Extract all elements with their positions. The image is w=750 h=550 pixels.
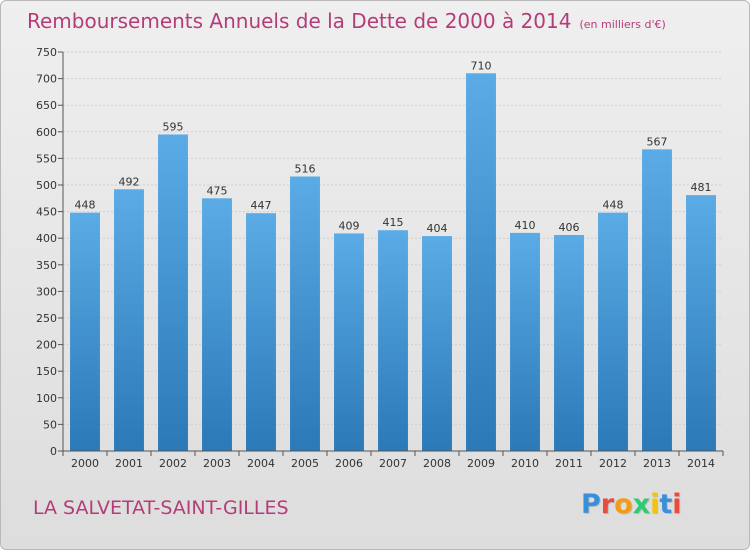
bar [686,195,716,451]
x-tick-label: 2001 [115,457,143,470]
unit-label: (en milliers d'€) [579,18,666,31]
data-label: 567 [647,135,668,148]
bar [334,233,364,451]
y-tick-label: 200 [36,339,57,352]
x-tick-label: 2003 [203,457,231,470]
data-label: 516 [295,162,316,175]
title-text: Remboursements Annuels de la Dette de 20… [27,9,572,33]
data-label: 410 [515,219,536,232]
bar [642,149,672,451]
y-tick-label: 50 [43,418,57,431]
data-label: 415 [383,216,404,229]
x-tick-label: 2008 [423,457,451,470]
bar [290,176,320,451]
x-tick-label: 2012 [599,457,627,470]
bar [202,198,232,451]
bar [466,73,496,451]
y-tick-label: 450 [36,206,57,219]
x-tick-label: 2014 [687,457,715,470]
x-tick-label: 2006 [335,457,363,470]
x-tick-label: 2000 [71,457,99,470]
data-label: 448 [75,199,96,212]
logo-letter: r [600,489,615,520]
data-label: 492 [119,175,140,188]
bar [598,212,628,451]
x-tick-label: 2011 [555,457,583,470]
bar [378,230,408,451]
y-tick-label: 350 [36,259,57,272]
x-tick-label: 2004 [247,457,275,470]
bar [422,236,452,451]
bar [554,235,584,451]
data-label: 710 [471,59,492,72]
data-label: 406 [559,221,580,234]
x-tick-label: 2013 [643,457,671,470]
logo-letter: t [659,489,673,520]
y-tick-label: 650 [36,99,57,112]
logo-letter: o [614,489,633,520]
y-tick-label: 300 [36,285,57,298]
bar [246,213,276,451]
y-tick-label: 700 [36,73,57,86]
data-label: 409 [339,219,360,232]
x-tick-label: 2009 [467,457,495,470]
y-tick-label: 150 [36,365,57,378]
bar [114,189,144,452]
y-tick-label: 600 [36,126,57,139]
x-tick-label: 2002 [159,457,187,470]
logo-letter: i [650,489,660,520]
logo-letter: P [581,489,601,520]
logo-letter: i [672,489,682,520]
x-tick-label: 2010 [511,457,539,470]
y-tick-label: 400 [36,232,57,245]
commune-name: LA SALVETAT-SAINT-GILLES [33,497,289,519]
bar [510,232,540,451]
data-label: 404 [427,222,448,235]
logo-letter: x [632,489,651,520]
proxiti-logo: Proxiti [581,489,682,520]
y-tick-label: 250 [36,312,57,325]
y-tick-label: 550 [36,152,57,165]
chart-title: Remboursements Annuels de la Dette de 20… [27,9,666,33]
data-label: 475 [207,184,228,197]
data-label: 481 [691,181,712,194]
y-tick-label: 750 [36,46,57,59]
y-tick-label: 100 [36,392,57,405]
x-tick-label: 2007 [379,457,407,470]
data-label: 448 [603,199,624,212]
y-tick-label: 500 [36,179,57,192]
bar [70,212,100,451]
bar [158,134,188,451]
data-label: 447 [251,199,272,212]
y-tick-label: 0 [50,445,57,458]
data-label: 595 [163,120,184,133]
x-tick-label: 2005 [291,457,319,470]
